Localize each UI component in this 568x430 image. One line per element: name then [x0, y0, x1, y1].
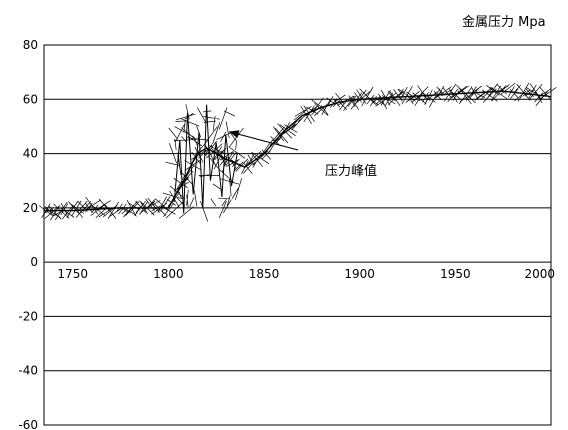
- x-tick-label: 1800: [153, 267, 184, 281]
- y-tick-label: 80: [23, 38, 38, 52]
- x-tick-label: 1900: [344, 267, 375, 281]
- annotation-arrow: [228, 130, 299, 151]
- annotation-label: 压力峰值: [325, 163, 377, 179]
- x-tick-labels: 1750 1800 1850 1900 1950 2000: [57, 267, 555, 281]
- x-tick-label: 1750: [57, 267, 88, 281]
- y-tick-label: 20: [23, 201, 38, 215]
- y-tick-label: -40: [18, 364, 38, 378]
- y-tick-label: 60: [23, 92, 38, 106]
- x-tick-label: 2000: [524, 267, 555, 281]
- y-tick-label: -60: [18, 418, 38, 430]
- y-tick-labels: 80 60 40 20 0 -20 -40 -60: [18, 38, 38, 430]
- series: [38, 82, 557, 222]
- scribble-marks: [38, 82, 557, 222]
- y-tick-label: 0: [30, 255, 38, 269]
- trend-line: [44, 90, 552, 212]
- annotation: 压力峰值: [228, 130, 377, 179]
- y-tick-label: 40: [23, 147, 38, 161]
- x-tick-label: 1950: [440, 267, 471, 281]
- plot-border: [43, 44, 552, 426]
- peak-line: [173, 104, 238, 214]
- chart-title: 金属压力 Mpa: [462, 14, 546, 30]
- x-tick-label: 1850: [249, 267, 280, 281]
- y-tick-label: -20: [18, 309, 38, 323]
